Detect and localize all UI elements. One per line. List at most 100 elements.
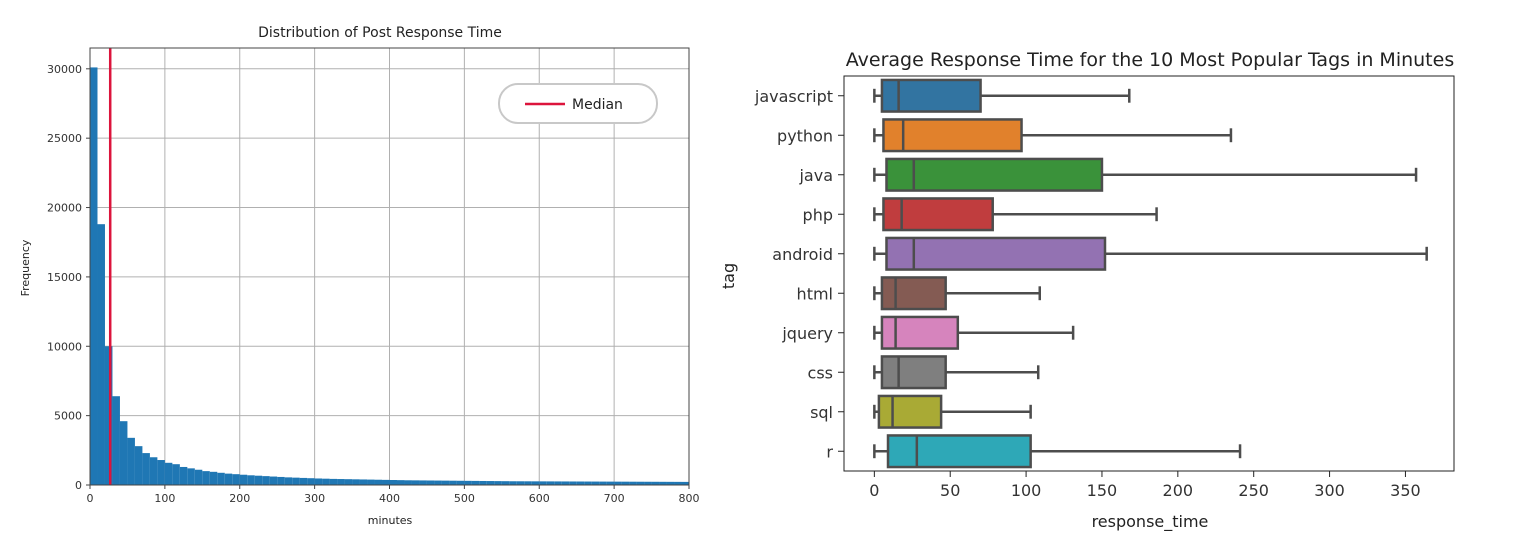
histogram-bar — [217, 472, 225, 485]
histogram-bar — [524, 481, 532, 485]
boxplot-box-php — [873, 197, 1158, 232]
histogram-bar — [636, 481, 645, 485]
box-iqr — [886, 434, 1032, 469]
histogram-bar — [269, 476, 278, 485]
boxplot-box-android — [873, 236, 1428, 271]
boxplot-chart: Average Response Time for the 10 Most Po… — [719, 49, 1455, 532]
box-iqr — [885, 157, 1104, 192]
histogram-x-tick-label: 0 — [87, 492, 94, 505]
histogram-bar — [254, 475, 263, 485]
histogram-bar — [501, 481, 510, 485]
histogram-bar — [232, 474, 240, 485]
histogram-bar — [284, 477, 293, 485]
histogram-bar — [659, 481, 667, 485]
boxplot-y-tick-label: android — [772, 245, 833, 264]
histogram-bar — [322, 478, 330, 485]
boxplot-boxes — [873, 78, 1428, 469]
histogram-bar — [187, 468, 195, 485]
histogram-bar — [337, 479, 345, 485]
boxplot-x-tick-label: 0 — [869, 481, 879, 500]
histogram-y-ticks: 0 5000 10000 15000 20000 25000 30000 — [47, 63, 90, 492]
histogram-x-tick-label: 400 — [379, 492, 400, 505]
boxplot-y-tick-label: java — [798, 166, 833, 185]
histogram-x-tick-label: 200 — [229, 492, 250, 505]
histogram-bar — [419, 480, 427, 485]
histogram-bar — [112, 396, 120, 485]
boxplot-x-tick-label: 100 — [1011, 481, 1042, 500]
box-iqr — [882, 197, 994, 232]
boxplot-x-tick-label: 150 — [1087, 481, 1118, 500]
histogram-y-tick-label: 20000 — [47, 202, 82, 215]
histogram-bar — [374, 479, 383, 485]
histogram-bar — [157, 460, 165, 485]
box-iqr — [880, 276, 947, 311]
histogram-bar — [426, 480, 435, 485]
boxplot-y-tick-label: r — [826, 442, 833, 461]
boxplot-box-javascript — [873, 78, 1131, 113]
histogram-bar — [614, 481, 622, 485]
histogram-y-tick-label: 5000 — [54, 410, 82, 423]
boxplot-box-jquery — [873, 315, 1075, 350]
histogram-bar — [606, 481, 615, 485]
boxplot-x-tick-label: 350 — [1390, 481, 1421, 500]
boxplot-box-java — [873, 157, 1418, 192]
histogram-bar — [172, 464, 180, 485]
histogram-bar — [561, 481, 570, 485]
histogram-bar — [434, 480, 442, 485]
boxplot-y-tick-label: jquery — [781, 324, 833, 343]
histogram-bar — [292, 477, 300, 485]
histogram-bar — [516, 481, 525, 485]
histogram-bar — [531, 481, 540, 485]
boxplot-box-html — [873, 276, 1041, 311]
histogram-bar — [576, 481, 585, 485]
histogram-bar — [456, 480, 465, 485]
histogram-y-tick-label: 25000 — [47, 132, 82, 145]
histogram-bar — [621, 481, 630, 485]
box-iqr — [882, 118, 1023, 153]
boxplot-x-ticks: 0 50 100 150 200 250 300 350 — [869, 471, 1421, 500]
histogram-grid — [89, 48, 690, 486]
histogram-bar — [247, 475, 255, 485]
histogram-bar — [389, 480, 397, 485]
histogram-bar — [179, 466, 188, 485]
histogram-bar — [666, 481, 675, 485]
histogram-bar — [674, 481, 682, 485]
histogram-bar — [202, 471, 210, 485]
boxplot-x-label: response_time — [1092, 512, 1209, 532]
boxplot-box-css — [873, 355, 1040, 390]
histogram-bar — [546, 481, 555, 485]
histogram-bar — [149, 457, 158, 485]
histogram-bar — [367, 479, 375, 485]
histogram-bar — [382, 479, 390, 485]
histogram-bar — [449, 480, 457, 485]
histogram-bar — [486, 481, 495, 485]
boxplot-y-ticks: javascript python java php android html jquery… — [754, 87, 844, 461]
histogram-bar — [584, 481, 592, 485]
histogram-x-tick-label: 700 — [604, 492, 625, 505]
box-iqr — [877, 394, 943, 429]
legend-box — [498, 83, 658, 124]
histogram-bar — [359, 479, 368, 485]
histogram-bar — [209, 471, 218, 485]
histogram-bar — [396, 480, 405, 485]
histogram-bar — [299, 477, 308, 485]
histogram-bar — [142, 453, 150, 485]
histogram-x-tick-label: 100 — [154, 492, 175, 505]
histogram-y-tick-label: 0 — [75, 479, 82, 492]
histogram-x-tick-label: 300 — [304, 492, 325, 505]
histogram-legend: Median — [498, 83, 658, 124]
histogram-x-ticks: 0 100 200 300 400 500 600 700 800 — [87, 485, 700, 505]
boxplot-box-python — [873, 118, 1233, 153]
box-iqr — [880, 315, 960, 350]
histogram-bar — [104, 346, 113, 485]
histogram-x-tick-label: 800 — [679, 492, 700, 505]
histogram-bar — [681, 481, 689, 485]
histogram-bar — [539, 481, 547, 485]
histogram-bar — [441, 480, 450, 485]
histogram-bar — [464, 480, 472, 485]
legend-median-label: Median — [572, 97, 623, 113]
histogram-bar — [134, 446, 143, 485]
histogram-bar — [224, 473, 233, 485]
histogram-bar — [90, 67, 98, 485]
